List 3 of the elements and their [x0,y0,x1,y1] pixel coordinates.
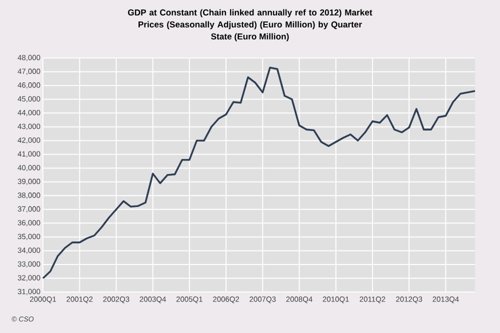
chart-subtitle: State (Euro Million) [211,33,289,42]
line-series [42,66,476,280]
chart-title: GDP at Constant (Chain linked annually ref to 2012) Market Prices (Seasonally Adjusted) (Euro Million) by Quarter [128,9,372,30]
